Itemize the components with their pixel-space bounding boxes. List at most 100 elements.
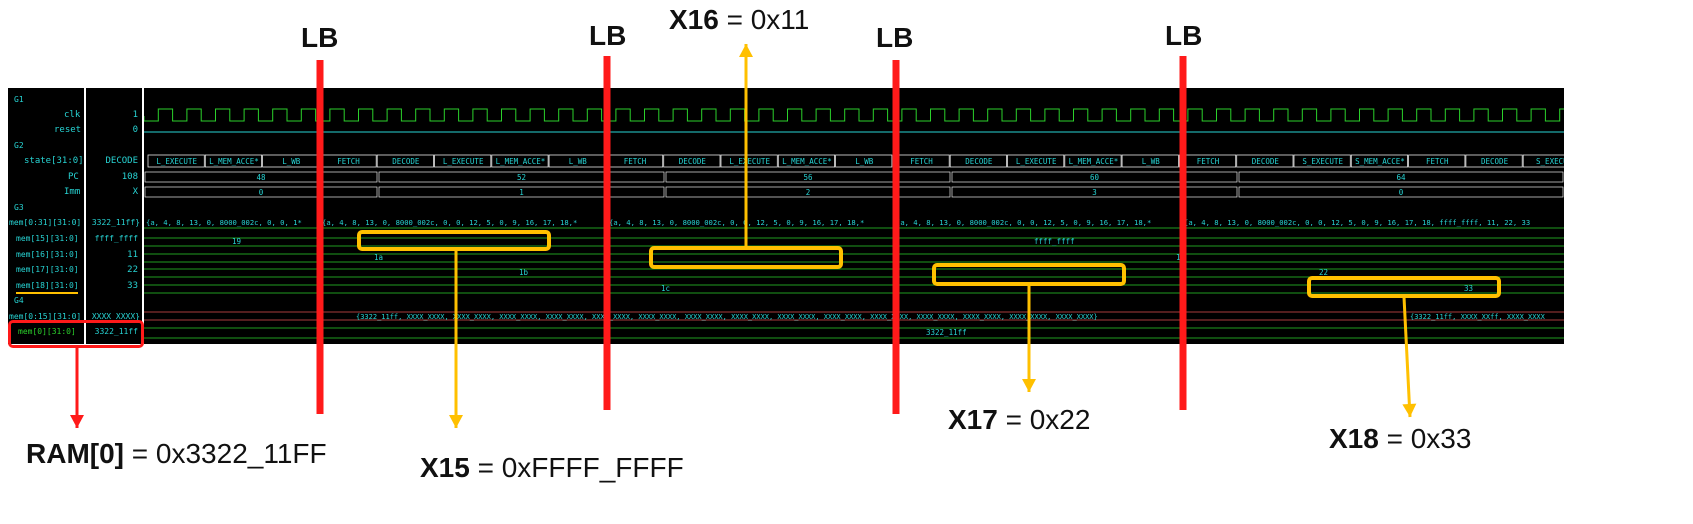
signal-mem-g4-name[interactable]: mem[0:15][31:0] <box>9 312 82 321</box>
ram0-arrow-head <box>70 415 84 428</box>
annotation-x17-name: X17 <box>948 404 998 435</box>
annotation-x16-value: = 0x11 <box>718 4 810 35</box>
value-mem-g4: XXXX_XXXX} <box>91 312 140 321</box>
signal-name-panel <box>8 88 84 344</box>
state-label: L_EXECUTE <box>443 157 484 166</box>
mem16-value: 1 <box>1176 253 1181 262</box>
state-label: FETCH <box>910 157 933 166</box>
state-segment <box>1522 154 1564 168</box>
lb-label-3: LB <box>876 22 914 53</box>
signal-mem0-name[interactable]: mem[0][31:0] <box>18 327 76 336</box>
mem-bus-value: {a, 4, 8, 13, 0, 8000_002c, 0, 0, 12, 5,… <box>609 218 864 227</box>
value-reset: 0 <box>132 125 138 135</box>
state-segment <box>1064 154 1122 168</box>
state-label: DECODE <box>679 157 707 166</box>
annotation-x16-name: X16 <box>669 4 719 35</box>
pc-segment <box>665 171 951 183</box>
signal-value-panel <box>86 88 142 344</box>
signal-state-name[interactable]: state[31:0] <box>24 156 84 166</box>
state-label: L_MEM_ACCE* <box>209 157 259 166</box>
annotation-x15: X15 = 0xFFFF_FFFF <box>420 452 684 484</box>
signal-reset-name[interactable]: reset <box>54 125 82 135</box>
signal-clk-name[interactable]: clk <box>64 110 81 120</box>
annotation-ram0-value: = 0x3322_11FF <box>124 438 327 469</box>
pc-value: 52 <box>517 173 526 182</box>
mem17-value: 1b <box>519 268 529 277</box>
imm-value: 0 <box>259 188 264 197</box>
lb-label-1: LB <box>301 22 339 53</box>
g4-bus-value: {3322_11ff, XXXX_XXff, XXXX_XXXX <box>1410 313 1546 321</box>
state-segment <box>777 154 835 168</box>
annotation-ram0: RAM[0] = 0x3322_11FF <box>26 438 327 470</box>
x15-arrow-head <box>449 415 463 428</box>
imm-segment <box>1238 186 1564 198</box>
state-segment <box>949 154 1007 168</box>
signal-mem17-name[interactable]: mem[17][31:0] <box>16 265 79 274</box>
imm-segment <box>144 186 378 198</box>
state-label: L_WB <box>1142 157 1161 166</box>
state-label: L_EXECUTE <box>729 157 770 166</box>
mem-bus-value: {a, 4, 8, 13, 0, 8000_002c, 0, 0, 12, 5,… <box>1184 218 1530 227</box>
g4-selection-underline <box>16 292 78 294</box>
mem18-value: 1c <box>661 284 670 293</box>
value-state: DECODE <box>105 156 138 166</box>
imm-value: 2 <box>806 188 811 197</box>
state-segment <box>434 154 492 168</box>
annotation-x17: X17 = 0x22 <box>948 404 1090 436</box>
annotation-x18-name: X18 <box>1329 423 1379 454</box>
state-segment <box>663 154 721 168</box>
value-clk: 1 <box>132 110 138 120</box>
lb-label-2: LB <box>589 20 627 51</box>
group-g2-label[interactable]: G2 <box>14 141 24 150</box>
group-g4-label[interactable]: G4 <box>14 296 24 305</box>
state-segment <box>835 154 893 168</box>
mem0-wave-value: 3322_11ff <box>926 328 967 337</box>
value-mem16: 11 <box>127 250 138 260</box>
mem-bus-value: {a, 4, 8, 13, 0, 8000_002c, 0, 0, 1* <box>146 218 302 227</box>
state-label: L_EXECUTE <box>156 157 197 166</box>
mem16-value: 1a <box>374 253 383 262</box>
state-label: L_WB <box>855 157 874 166</box>
annotation-x17-value: = 0x22 <box>997 404 1091 435</box>
waveform-canvas[interactable]: L_EXECUTE L_MEM_ACCE* L_WB FETCH DECODE L_EXE… <box>144 88 1564 344</box>
mem0-selection-box <box>8 320 144 348</box>
mem15-value: ffff_ffff <box>1034 237 1075 246</box>
state-segment <box>147 154 205 168</box>
value-mem15: ffff_ffff <box>94 234 138 243</box>
signal-mem16-name[interactable]: mem[16][31:0] <box>16 250 79 259</box>
state-segment <box>1293 154 1351 168</box>
signal-mem18-name[interactable]: mem[18][31:0] <box>16 281 79 290</box>
mem17-value: 22 <box>1319 268 1328 277</box>
annotation-x18: X18 = 0x33 <box>1329 423 1471 455</box>
state-label: L_WB <box>282 157 301 166</box>
state-label: S_EXECUTE <box>1302 157 1343 166</box>
state-segment <box>204 154 262 168</box>
mem18-value: 33 <box>1464 284 1473 293</box>
value-mem0: 3322_11ff <box>94 327 138 336</box>
value-mem17: 22 <box>127 265 138 275</box>
group-g1-label[interactable]: G1 <box>14 95 24 104</box>
value-pc: 108 <box>121 172 138 182</box>
state-label: FETCH <box>1426 157 1449 166</box>
annotation-x18-value: = 0x33 <box>1378 423 1472 454</box>
signal-imm-name[interactable]: Imm <box>64 187 81 197</box>
signal-pc-name[interactable]: PC <box>68 172 79 182</box>
signal-mem-all-name[interactable]: mem[0:31][31:0] <box>9 218 82 227</box>
value-mem-all: 3322_11ff} <box>91 218 140 227</box>
imm-value: 0 <box>1399 188 1404 197</box>
mem-bus-value: {a, 4, 8, 13, 0, 8000_002c, 0, 0, 12, 5,… <box>322 218 577 227</box>
state-segment <box>376 154 434 168</box>
state-segment <box>1465 154 1523 168</box>
x17-arrow-head <box>1022 379 1036 392</box>
state-label: FETCH <box>1197 157 1220 166</box>
state-label: L_MEM_ACCE* <box>496 157 546 166</box>
annotation-x15-name: X15 <box>420 452 470 483</box>
lb-label-4: LB <box>1165 20 1203 51</box>
state-label: S_MEM_ACCE* <box>1355 157 1405 166</box>
group-g3-label[interactable]: G3 <box>14 203 24 212</box>
signal-mem15-name[interactable]: mem[15][31:0] <box>16 234 79 243</box>
value-mem18: 33 <box>127 281 138 291</box>
state-segment <box>1236 154 1294 168</box>
imm-segment <box>378 186 665 198</box>
